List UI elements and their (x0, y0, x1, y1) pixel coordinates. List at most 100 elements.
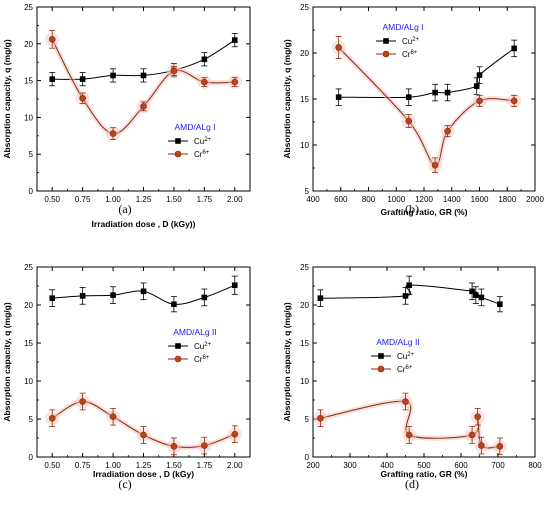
data-point (478, 294, 485, 301)
legend-label-sup: 2+ (204, 137, 211, 143)
data-point (511, 45, 517, 52)
data-point (468, 431, 476, 439)
x-tick-label: 0.75 (75, 461, 91, 470)
legend-item: Cr6+ (371, 365, 413, 374)
data-point (201, 56, 208, 63)
data-point (140, 72, 147, 79)
legend-item: Cr6+ (168, 150, 210, 159)
data-point (231, 78, 239, 86)
y-tick-label: 5 (29, 150, 34, 159)
y-tick-label: 10 (24, 377, 33, 386)
data-point (474, 413, 481, 421)
y-tick-label: 5 (305, 187, 310, 196)
x-tick-label: 1.50 (166, 461, 182, 470)
x-axis-label: Grafting ratio, GR (%) (381, 207, 468, 217)
x-tick-label: 1.25 (136, 195, 152, 204)
legend: AMD/ALg II Cu2+ Cr6+ (168, 327, 217, 364)
data-point (140, 431, 147, 439)
series-halo (336, 45, 515, 168)
legend-marker (174, 150, 182, 158)
panel-caption: (a) (118, 202, 131, 216)
x-tick-label: 0.50 (44, 195, 60, 204)
x-tick-label: 200 (306, 461, 320, 470)
y-tick-label: 25 (24, 263, 33, 272)
data-point (231, 37, 238, 43)
x-tick-label: 1400 (443, 195, 461, 204)
data-point (406, 282, 412, 289)
data-point (79, 94, 86, 102)
legend-label-base: Cr (194, 355, 203, 364)
data-point (510, 97, 518, 105)
legend-label-sup: 6+ (202, 150, 209, 156)
data-point (402, 293, 409, 299)
legend-label: Cu2+ (194, 342, 212, 351)
data-point (469, 288, 475, 295)
y-tick-label: 0 (305, 453, 310, 462)
data-point (476, 72, 483, 78)
data-point (431, 161, 439, 169)
y-tick-label: 25 (300, 3, 309, 12)
legend-item: Cu2+ (168, 342, 212, 351)
data-point (49, 295, 56, 301)
data-point (48, 414, 56, 422)
legend-marker (383, 38, 389, 44)
series-cu (335, 39, 518, 106)
legend-label: Cr6+ (402, 50, 418, 59)
legend-label-sup: 6+ (405, 365, 412, 371)
panel-caption: (b) (405, 202, 419, 216)
data-point (170, 443, 178, 450)
legend-marker (382, 50, 390, 58)
legend-item: Cr6+ (376, 50, 418, 59)
data-point (432, 89, 438, 96)
legend: AMD/ALg II Cu2+ Cr6+ (371, 337, 420, 374)
y-tick-label: 20 (300, 301, 309, 310)
legend: AMD/ALg I Cu2+ Cr6+ (168, 122, 216, 159)
plot-frame (36, 6, 251, 192)
legend-item: Cu2+ (168, 137, 212, 146)
series-cr (313, 392, 507, 456)
x-axis-label: Grafting ratio, GR (%) (381, 469, 468, 479)
y-tick-label: 20 (24, 301, 33, 310)
y-tick-label: 0 (29, 187, 34, 196)
x-axis-label: Irradiation dose , D (kGy)) (92, 219, 196, 229)
x-tick-label: 400 (306, 195, 320, 204)
y-axis-label: Absorption capacity, q (mg/g) (2, 302, 12, 421)
y-tick-label: 15 (24, 339, 33, 348)
y-tick-label: 15 (24, 77, 33, 86)
data-point (335, 94, 342, 100)
legend-label-base: Cu (402, 37, 412, 46)
legend-label: Cu2+ (402, 37, 420, 46)
plot-frame (312, 266, 536, 458)
legend-item: Cu2+ (371, 352, 415, 361)
series-cu (49, 33, 238, 87)
x-tick-label: 1.00 (105, 195, 121, 204)
y-tick-label: 10 (24, 113, 33, 122)
data-point (405, 94, 412, 100)
data-point (79, 398, 86, 405)
y-tick-label: 15 (300, 95, 309, 104)
x-tick-label: 1200 (415, 195, 433, 204)
x-tick-label: 1800 (498, 195, 516, 204)
data-point (444, 127, 451, 135)
x-axis-label: Irradiation dose , D (kGy) (93, 469, 194, 479)
y-tick-label: 20 (300, 49, 309, 58)
chart-panel-c: 0.50 0.75 1.00 1.25 1.50 1.75 2.00 0 5 10 15 20 25 Ir… (2, 263, 251, 491)
legend-label: Cu2+ (397, 352, 415, 361)
data-point (201, 294, 208, 301)
x-tick-label: 1600 (471, 195, 489, 204)
data-point (201, 442, 208, 449)
legend-marker (377, 365, 385, 373)
panel-caption: (d) (405, 477, 419, 491)
data-point (405, 117, 413, 125)
legend-title: AMD/ALg I (174, 122, 215, 132)
y-tick-label: 10 (300, 377, 309, 386)
data-point (201, 78, 208, 86)
series-cr (331, 36, 522, 174)
legend-label-sup: 2+ (204, 342, 211, 348)
x-tick-label: 600 (334, 195, 348, 204)
legend-item: Cr6+ (168, 355, 210, 364)
legend-label-sup: 2+ (412, 37, 419, 43)
data-point (496, 443, 504, 450)
y-tick-label: 5 (305, 415, 310, 424)
